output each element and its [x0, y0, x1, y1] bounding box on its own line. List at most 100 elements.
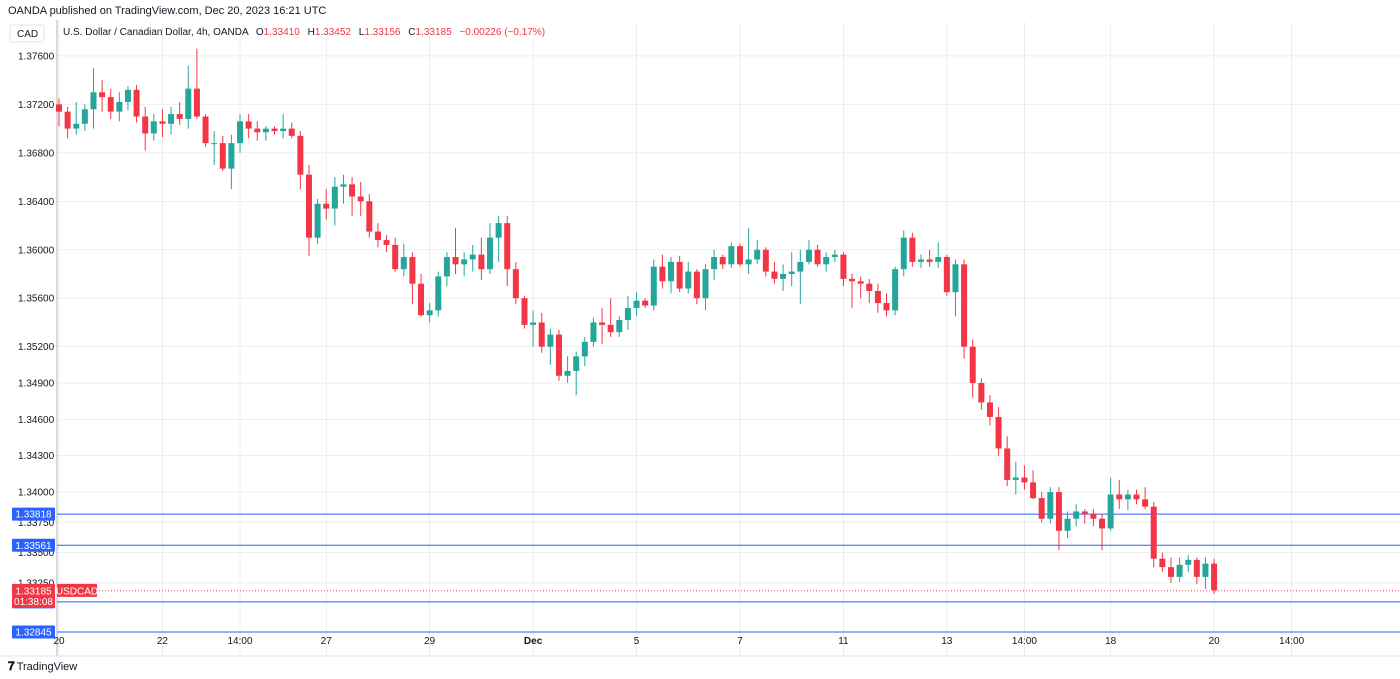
candle: [426, 303, 433, 323]
candle: [771, 261, 778, 284]
candle: [245, 114, 252, 139]
candle-body: [1176, 564, 1183, 577]
candle-body: [409, 257, 416, 284]
countdown-label: 01:38:08: [14, 597, 53, 608]
candle-body: [202, 116, 209, 144]
candle-body: [107, 97, 114, 112]
candle: [823, 252, 830, 272]
candle: [168, 106, 175, 135]
time-tick-label: 11: [838, 636, 849, 647]
candle-body: [1055, 492, 1062, 531]
candle-body: [1030, 482, 1037, 499]
candle: [745, 227, 752, 274]
candle: [1142, 487, 1149, 510]
candle-body: [142, 116, 149, 134]
candle-body: [245, 121, 252, 129]
candle-body: [461, 259, 468, 265]
candle: [564, 356, 571, 384]
candle: [581, 337, 588, 367]
candle: [633, 292, 640, 317]
price-tick-label: 1.36400: [18, 197, 55, 208]
candle: [349, 177, 356, 216]
price-tick-label: 1.33750: [18, 518, 55, 529]
candle: [909, 232, 916, 267]
candle-body: [400, 257, 407, 270]
candle-body: [1004, 448, 1011, 480]
symbol-badge: [57, 583, 97, 597]
candle: [254, 121, 261, 141]
currency-label-box[interactable]: CAD: [9, 24, 45, 43]
candle: [176, 101, 183, 125]
candle-body: [969, 346, 976, 384]
candle-body: [564, 370, 571, 376]
candle-body: [909, 237, 916, 262]
candle: [857, 276, 864, 299]
candle: [1012, 461, 1019, 495]
candle-body: [607, 324, 614, 333]
candle: [297, 131, 304, 190]
candle-body: [530, 322, 537, 325]
horizontal-levels[interactable]: [57, 513, 1400, 633]
candle-body: [64, 111, 71, 129]
candle-body: [73, 123, 80, 129]
candle-body: [1064, 518, 1071, 531]
candle-body: [823, 257, 830, 265]
candle-body: [443, 257, 450, 277]
chart-legend: U.S. Dollar / Canadian Dollar, 4h, OANDA…: [63, 27, 545, 38]
candle-body: [650, 266, 657, 306]
candle-body: [478, 254, 485, 270]
candle-body: [1202, 563, 1209, 577]
candle: [814, 244, 821, 267]
brand-text: TradingView: [16, 660, 78, 673]
tradingview-logo[interactable]: 𝟕 TradingView: [8, 659, 77, 674]
candle-body: [1116, 494, 1123, 500]
candle-body: [676, 261, 683, 289]
candle-body: [1124, 494, 1131, 500]
candle: [357, 181, 364, 216]
candle: [849, 274, 856, 308]
candle: [935, 242, 942, 268]
candle-body: [349, 184, 356, 197]
candle: [314, 198, 321, 244]
candle-body: [771, 271, 778, 279]
candle-body: [254, 128, 261, 133]
legend-title: U.S. Dollar / Canadian Dollar, 4h, OANDA: [63, 27, 249, 38]
candle: [1107, 477, 1114, 531]
candle: [754, 240, 761, 265]
candle: [159, 109, 166, 138]
candle: [512, 261, 519, 305]
price-tick-label: 1.34900: [18, 379, 55, 390]
candle-body: [926, 259, 933, 262]
candle: [995, 407, 1002, 456]
candle-body: [693, 271, 700, 299]
candle-body: [176, 114, 183, 119]
candle-body: [521, 298, 528, 325]
last-price-badge: [12, 583, 55, 608]
candle: [607, 298, 614, 337]
candle-body: [702, 269, 709, 299]
candle-body: [668, 261, 675, 282]
grid: [57, 22, 1400, 656]
candle-body: [504, 223, 511, 270]
candle: [831, 249, 838, 262]
candle-body: [943, 257, 950, 293]
candle: [986, 395, 993, 426]
candle: [952, 259, 959, 317]
candle-body: [418, 283, 425, 316]
candle-body: [331, 186, 338, 209]
candle: [685, 261, 692, 294]
candle-body: [512, 269, 519, 299]
candle-body: [616, 320, 623, 333]
candle: [668, 257, 675, 294]
candles: [56, 48, 1218, 594]
candle-body: [866, 283, 873, 291]
candle-body: [323, 203, 330, 209]
candle-body: [883, 303, 890, 311]
candle-body: [237, 121, 244, 144]
price-tick-label: 1.37600: [18, 51, 55, 62]
candle: [185, 65, 192, 129]
candle-body: [659, 266, 666, 282]
candle-body: [797, 261, 804, 272]
candle-body: [547, 334, 554, 347]
